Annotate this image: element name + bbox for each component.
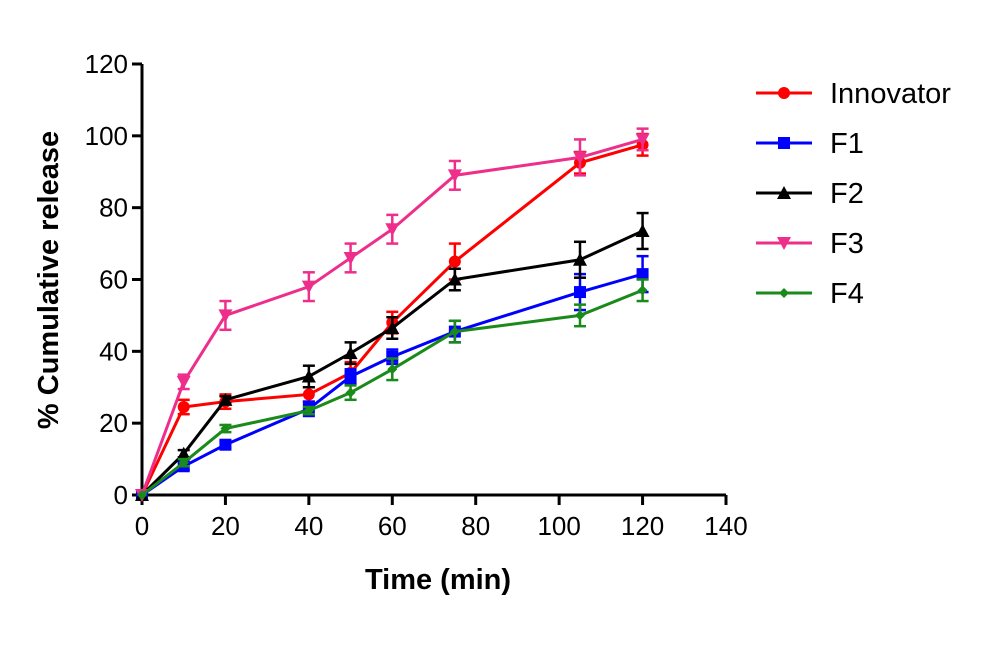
series-f4	[137, 278, 649, 500]
plot-area	[135, 127, 650, 502]
x-tick-label: 80	[461, 511, 490, 541]
legend-item: Innovator	[756, 78, 951, 110]
y-tick-label: 40	[99, 336, 128, 366]
legend-item: F1	[756, 128, 864, 160]
data-point	[447, 272, 462, 286]
data-point	[385, 320, 400, 334]
data-point	[219, 438, 232, 451]
legend-label: F2	[830, 178, 864, 210]
legend-marker	[778, 87, 790, 99]
legend-label: F1	[830, 128, 864, 160]
y-tick-label: 80	[99, 193, 128, 223]
data-point	[301, 280, 316, 294]
legend-item: F3	[756, 228, 864, 260]
data-point	[344, 370, 357, 383]
legend-label: F3	[830, 228, 864, 260]
data-point	[178, 457, 189, 468]
data-point	[345, 387, 356, 398]
x-tick-label: 100	[537, 511, 580, 541]
data-point	[176, 375, 191, 389]
x-tick-label: 60	[378, 511, 407, 541]
x-axis-title: Time (min)	[365, 564, 511, 596]
data-point	[573, 252, 587, 266]
series-line	[141, 272, 643, 497]
data-point	[301, 369, 316, 383]
data-point	[637, 285, 648, 296]
series-f2	[135, 211, 650, 501]
legend-marker	[777, 237, 791, 250]
data-point	[636, 268, 649, 281]
data-point	[447, 169, 462, 183]
legend-marker	[777, 186, 791, 199]
data-point	[137, 490, 147, 500]
data-point	[343, 346, 358, 360]
legend-label: Innovator	[830, 78, 951, 110]
y-tick-label: 20	[99, 408, 128, 438]
y-tick-label: 0	[114, 480, 128, 510]
legend: Innovator F1 F2 F3 F4	[756, 78, 951, 310]
data-point	[635, 224, 650, 238]
data-point	[448, 255, 461, 268]
y-axis-title: % Cumulative release	[33, 131, 65, 429]
data-point	[218, 392, 233, 406]
legend-item: F2	[756, 178, 864, 210]
data-point	[218, 309, 233, 323]
data-point	[575, 310, 585, 321]
x-tick-label: 40	[294, 511, 323, 541]
data-point	[303, 405, 314, 416]
y-tick-label: 60	[99, 265, 128, 295]
x-tick-label: 120	[621, 511, 664, 541]
x-tick-label: 20	[211, 511, 240, 541]
data-point	[449, 326, 460, 337]
x-tick-label: 140	[704, 511, 747, 541]
data-point	[302, 388, 315, 401]
y-tick-label: 100	[85, 121, 128, 151]
data-point	[220, 423, 231, 434]
series-f3	[135, 127, 650, 502]
legend-marker	[779, 288, 789, 298]
data-point	[635, 133, 650, 147]
x-tick-label: 0	[135, 511, 149, 541]
legend-marker	[778, 137, 790, 149]
data-point	[385, 223, 400, 237]
axes: 0 20 40 60 80 100 120 0 20 40 60 80 100 120 140	[85, 49, 748, 541]
data-point	[176, 446, 191, 460]
data-point	[343, 251, 358, 265]
legend-item: F4	[756, 278, 864, 310]
y-tick-label: 120	[85, 49, 128, 79]
data-point	[387, 364, 398, 375]
data-point	[573, 151, 587, 165]
data-point	[177, 401, 190, 414]
legend-label: F4	[830, 278, 864, 310]
data-point	[574, 286, 586, 299]
